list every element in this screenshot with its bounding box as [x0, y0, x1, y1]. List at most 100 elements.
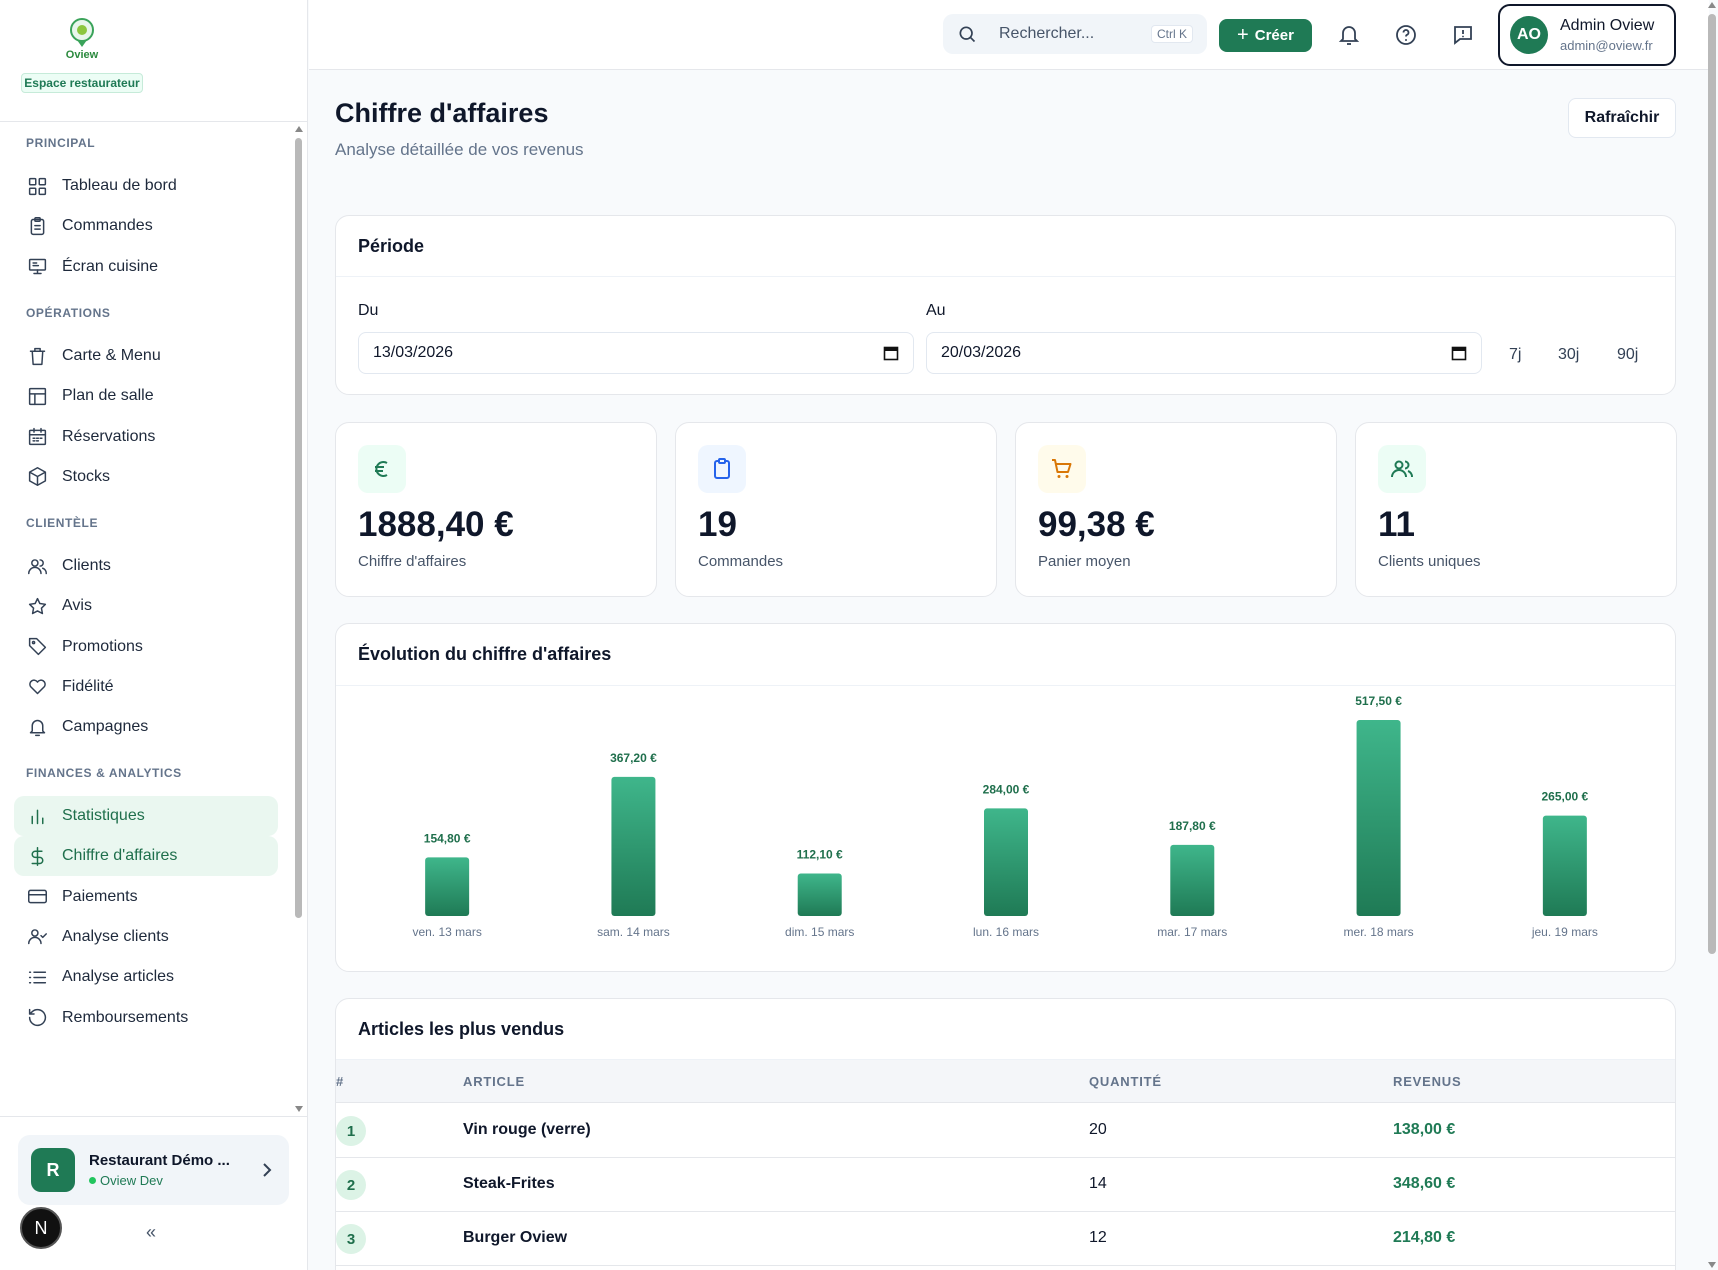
divider	[0, 121, 307, 122]
brand-name: Oview	[65, 49, 99, 61]
scroll-thumb[interactable]	[1708, 14, 1716, 954]
scroll-up-arrow[interactable]	[295, 126, 303, 132]
user-email: admin@oview.fr	[1560, 38, 1653, 53]
chart-bar[interactable]	[1542, 815, 1587, 916]
sidebar-item-label: Paiements	[62, 887, 138, 905]
help-icon[interactable]	[1394, 23, 1418, 47]
avatar: AO	[1510, 16, 1548, 54]
sidebar-item-label: Analyse articles	[62, 968, 175, 986]
top-header: Rechercher... Ctrl K + Créer AO Admin Ov…	[309, 0, 1709, 70]
trash-menu-icon	[26, 345, 48, 367]
table-header: # ARTICLE QUANTITÉ REVENUS	[336, 1059, 1675, 1103]
package-icon	[26, 466, 48, 488]
x-tick-label: ven. 13 mars	[412, 925, 481, 939]
create-label: Créer	[1254, 27, 1294, 44]
sidebar-item-statistiques[interactable]: Statistiques	[14, 796, 278, 836]
kpi-value: 99,38 €	[1038, 505, 1155, 544]
sidebar-item-reservations[interactable]: Réservations	[14, 417, 278, 457]
sidebar-item-tableau-de-bord[interactable]: Tableau de bord	[14, 166, 278, 206]
restaurant-avatar: R	[31, 1148, 75, 1192]
table-row[interactable]: 3 Burger Oview 12 214,80 €	[336, 1212, 1675, 1266]
bell-icon[interactable]	[1337, 23, 1361, 47]
restaurant-name: Restaurant Démo ...	[89, 1152, 230, 1169]
page-scrollbar[interactable]	[1706, 0, 1718, 1270]
users-icon	[26, 555, 48, 577]
divider	[336, 685, 1675, 686]
kpi-label: Chiffre d'affaires	[358, 553, 467, 570]
bar-value-label: 112,10 €	[797, 848, 843, 862]
page-title: Chiffre d'affaires	[335, 98, 549, 128]
quick-range-30d-button[interactable]: 30j	[1558, 346, 1580, 363]
scroll-down-arrow[interactable]	[295, 1106, 303, 1112]
sidebar-item-analyse-articles[interactable]: Analyse articles	[14, 957, 278, 997]
scroll-thumb[interactable]	[295, 138, 302, 918]
quick-range-90d-button[interactable]: 90j	[1617, 346, 1639, 363]
brand-logo[interactable]: Oview Espace restaurateur	[20, 18, 144, 93]
kpi-value: 19	[698, 505, 737, 544]
sidebar-item-chiffre-d-affaires[interactable]: Chiffre d'affaires	[14, 836, 278, 877]
refresh-button[interactable]: Rafraîchir	[1568, 98, 1676, 138]
quick-range-7d-button[interactable]: 7j	[1509, 346, 1522, 363]
sidebar-item-label: Clients	[62, 557, 111, 574]
page-subtitle: Analyse détaillée de vos revenus	[335, 140, 584, 159]
sidebar-item-stocks[interactable]: Stocks	[14, 457, 278, 497]
sidebar-item-label: Stocks	[62, 467, 111, 485]
from-date-input[interactable]: 13/03/2026	[358, 332, 914, 374]
restaurant-switcher[interactable]: R Restaurant Démo ... Oview Dev	[18, 1135, 289, 1205]
sidebar-scrollbar[interactable]	[295, 126, 303, 1112]
sidebar-item-avis[interactable]: Avis	[14, 586, 278, 626]
sidebar-item-analyse-clients[interactable]: Analyse clients	[14, 917, 278, 957]
dev-tools-avatar[interactable]: N	[20, 1207, 62, 1249]
x-tick-label: jeu. 19 mars	[1531, 925, 1598, 939]
monitor-icon	[26, 256, 48, 278]
calendar-icon[interactable]	[1451, 345, 1467, 361]
sidebar-item-plan-de-salle[interactable]: Plan de salle	[14, 376, 278, 416]
revenue-chart-card: Évolution du chiffre d'affaires 154,80 €…	[335, 623, 1676, 972]
table-row[interactable]: 2 Steak-Frites 14 348,60 €	[336, 1158, 1675, 1212]
to-date-input[interactable]: 20/03/2026	[926, 332, 1482, 374]
scroll-up-arrow[interactable]	[1708, 2, 1716, 8]
sidebar-item-label: Campagnes	[62, 718, 149, 736]
chart-bar[interactable]	[984, 808, 1028, 916]
sidebar-item-promotions[interactable]: Promotions	[14, 627, 278, 667]
search-input[interactable]: Rechercher... Ctrl K	[943, 14, 1207, 54]
sidebar-item-clients[interactable]: Clients	[14, 546, 278, 586]
dollar-icon	[26, 845, 48, 867]
article-quantity: 20	[1089, 1121, 1107, 1138]
kpi-value: 11	[1378, 505, 1415, 544]
sidebar-item-campagnes[interactable]: Campagnes	[14, 707, 278, 747]
nav-section-title: FINANCES & ANALYTICS	[26, 766, 182, 780]
sidebar-item-label: Réservations	[62, 427, 156, 445]
sidebar-item-paiements[interactable]: Paiements	[14, 877, 278, 917]
article-revenue: 348,60 €	[1393, 1175, 1456, 1192]
sidebar-item-fidelite[interactable]: Fidélité	[14, 667, 278, 707]
sidebar-item-label: Écran cuisine	[62, 257, 159, 275]
sidebar-item-commandes[interactable]: Commandes	[14, 206, 278, 246]
restaurant-env: Oview Dev	[100, 1173, 163, 1188]
top-articles-card: Articles les plus vendus # ARTICLE QUANT…	[335, 998, 1676, 1270]
create-button[interactable]: + Créer	[1219, 19, 1312, 52]
chart-bar[interactable]	[425, 857, 470, 916]
collapse-sidebar-button[interactable]: «	[146, 1222, 157, 1242]
sidebar-item-label: Analyse clients	[62, 927, 169, 945]
bar-value-label: 367,20 €	[610, 751, 657, 765]
chart-bar[interactable]	[797, 873, 842, 916]
sidebar-item-remboursements[interactable]: Remboursements	[14, 998, 278, 1038]
feedback-icon[interactable]	[1451, 23, 1475, 47]
user-menu[interactable]: AO Admin Oview admin@oview.fr	[1498, 4, 1676, 66]
calendar-icon	[26, 426, 48, 448]
kpi-card-revenue: 1888,40 € Chiffre d'affaires	[335, 422, 657, 597]
bar-value-label: 187,80 €	[1169, 819, 1216, 833]
chart-bar[interactable]	[1170, 844, 1215, 916]
to-label: Au	[926, 302, 946, 319]
chart-bar[interactable]	[611, 776, 656, 916]
x-tick-label: dim. 15 mars	[785, 925, 854, 939]
search-placeholder: Rechercher...	[999, 25, 1095, 42]
sidebar-item-carte-menu[interactable]: Carte & Menu	[14, 336, 278, 376]
calendar-icon[interactable]	[883, 345, 899, 361]
scroll-down-arrow[interactable]	[1708, 1262, 1716, 1268]
oview-logo-icon	[68, 18, 96, 48]
table-row[interactable]: 1 Vin rouge (verre) 20 138,00 €	[336, 1104, 1675, 1158]
chart-bar[interactable]	[1356, 720, 1401, 916]
sidebar-item-ecran-cuisine[interactable]: Écran cuisine	[14, 247, 278, 287]
